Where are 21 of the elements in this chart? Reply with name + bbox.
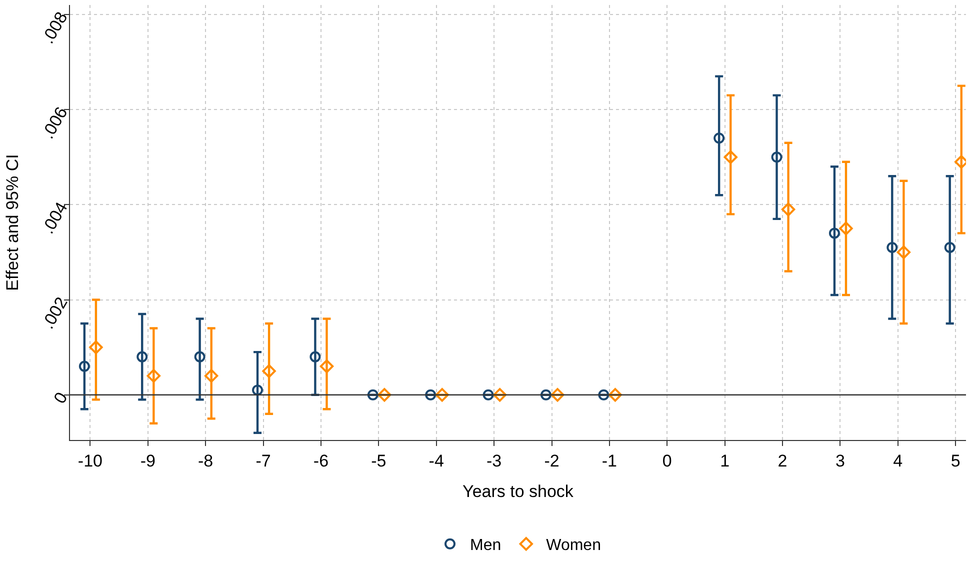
x-tick-label: 3 <box>835 452 845 470</box>
y-tick-label: 0 <box>50 389 72 407</box>
x-tick-label: -2 <box>544 452 560 470</box>
x-tick-label: -9 <box>140 452 156 470</box>
x-tick-label: 2 <box>778 452 788 470</box>
x-tick-label: -3 <box>486 452 502 470</box>
x-tick-label: -7 <box>256 452 271 470</box>
x-tick-label: -4 <box>428 452 444 470</box>
x-axis-title: Years to shock <box>462 482 574 501</box>
x-tick-label: 1 <box>720 452 730 470</box>
legend-label: Women <box>546 537 601 554</box>
x-tick-label: -10 <box>78 452 102 470</box>
x-tick-label: 0 <box>662 452 672 470</box>
x-tick-label: -1 <box>602 452 618 470</box>
y-axis-title: Effect and 95% CI <box>2 154 22 291</box>
x-tick-label: 4 <box>893 452 903 470</box>
legend-label: Men <box>470 537 502 554</box>
x-tick-label: -8 <box>198 452 214 470</box>
x-tick-label: -5 <box>371 452 386 470</box>
x-tick-label: -6 <box>313 452 329 470</box>
x-tick-label: 5 <box>950 452 960 470</box>
